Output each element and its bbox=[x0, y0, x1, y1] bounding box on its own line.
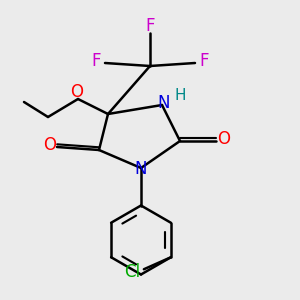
Text: H: H bbox=[174, 88, 186, 104]
Text: F: F bbox=[145, 17, 155, 35]
Text: F: F bbox=[91, 52, 101, 70]
Text: F: F bbox=[199, 52, 209, 70]
Text: O: O bbox=[70, 83, 83, 101]
Text: N: N bbox=[135, 160, 147, 178]
Text: O: O bbox=[217, 130, 230, 148]
Text: O: O bbox=[43, 136, 56, 154]
Text: N: N bbox=[157, 94, 170, 112]
Text: Cl: Cl bbox=[124, 263, 140, 281]
